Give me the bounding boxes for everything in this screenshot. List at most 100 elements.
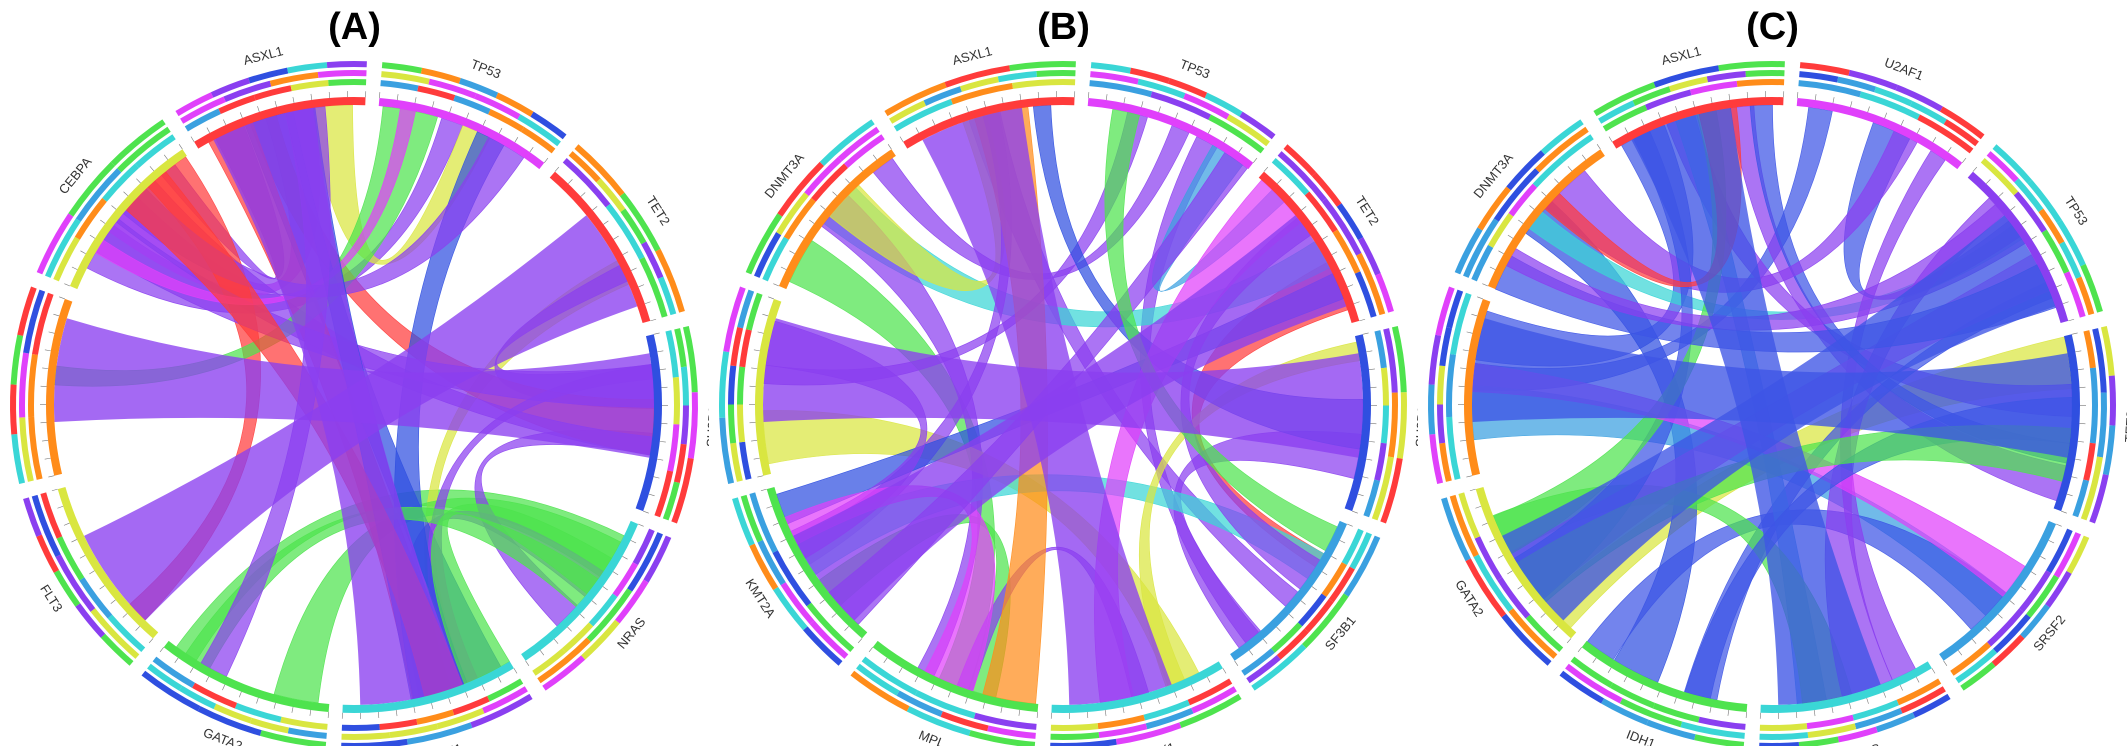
outer-bar bbox=[280, 716, 328, 730]
outer-bar bbox=[1896, 678, 1942, 706]
gene-segment bbox=[2053, 334, 2080, 512]
outer-bar bbox=[234, 702, 282, 723]
segment-tick bbox=[1900, 119, 1904, 126]
segment-tick bbox=[1931, 668, 1936, 674]
outer-bar bbox=[1852, 699, 1899, 721]
outer-bar bbox=[665, 330, 679, 378]
outer-bar bbox=[1980, 157, 2019, 196]
segment-tick bbox=[553, 638, 559, 644]
gene-label: DNMT3A bbox=[1470, 150, 1516, 201]
segment-tick bbox=[1489, 539, 1496, 543]
outer-bar bbox=[495, 92, 534, 117]
outer-bar bbox=[74, 197, 107, 240]
outer-bar bbox=[249, 717, 289, 734]
segment-tick bbox=[1277, 179, 1282, 184]
outer-bar bbox=[1458, 492, 1481, 539]
outer-bar bbox=[10, 384, 18, 435]
segment-tick bbox=[1289, 192, 1295, 197]
outer-bar bbox=[1428, 334, 1442, 385]
segment-tick bbox=[1475, 505, 1482, 509]
segment-tick bbox=[1301, 206, 1307, 211]
outer-bar bbox=[1912, 693, 1951, 718]
outer-bar bbox=[719, 351, 730, 418]
outer-bar bbox=[1349, 532, 1372, 570]
outer-bar bbox=[1991, 634, 2025, 667]
gene-label: TP53 bbox=[1178, 56, 1212, 81]
outer-bar bbox=[1251, 644, 1307, 691]
segment-tick bbox=[1141, 101, 1144, 108]
segment-tick bbox=[206, 127, 210, 134]
outer-bar bbox=[561, 622, 594, 653]
outer-bar bbox=[2108, 375, 2116, 426]
outer-bar bbox=[568, 151, 601, 183]
outer-bar bbox=[1304, 191, 1338, 233]
outer-bar bbox=[1246, 655, 1281, 684]
outer-bar bbox=[612, 562, 638, 598]
outer-bar bbox=[53, 570, 81, 607]
gene-label: MPL bbox=[917, 727, 947, 746]
segment-tick bbox=[1207, 676, 1211, 683]
segment-tick bbox=[42, 367, 49, 369]
outer-bar bbox=[1493, 168, 1540, 222]
outer-bar bbox=[40, 492, 63, 539]
outer-bar bbox=[682, 326, 698, 393]
outer-bar bbox=[745, 292, 763, 331]
gene-segment bbox=[1475, 486, 1577, 639]
outer-bar bbox=[749, 492, 778, 553]
segment-tick bbox=[163, 154, 169, 160]
outer-bar bbox=[923, 86, 962, 106]
segment-tick bbox=[1276, 626, 1281, 632]
segment-tick bbox=[449, 106, 452, 113]
outer-bar bbox=[1357, 237, 1381, 276]
outer-bar bbox=[192, 682, 238, 709]
gene-label: TET2 bbox=[643, 193, 673, 228]
outer-bar bbox=[1167, 78, 1208, 99]
outer-bar bbox=[1593, 82, 1656, 117]
segment-tick bbox=[222, 684, 226, 691]
outer-bar bbox=[772, 550, 812, 607]
segment-tick bbox=[513, 668, 518, 674]
outer-bar bbox=[1837, 726, 1878, 743]
segment-tick bbox=[1813, 710, 1816, 717]
segment-tick bbox=[2056, 284, 2063, 288]
segment-tick bbox=[100, 219, 106, 224]
segment-tick bbox=[1624, 127, 1628, 134]
outer-bar bbox=[671, 457, 694, 524]
outer-bar bbox=[1525, 614, 1564, 653]
outer-bar bbox=[1439, 442, 1452, 482]
outer-bar bbox=[627, 532, 663, 592]
segment-tick bbox=[2068, 318, 2075, 322]
segment-tick bbox=[2062, 301, 2069, 305]
segment-layer: TP53TET2SH2B3NRASNPM1GATA2FLT3DNMT3ACEBP… bbox=[0, 43, 709, 746]
panel-title: (B) bbox=[1037, 6, 1090, 48]
segment-tick bbox=[915, 127, 919, 134]
outer-bar bbox=[906, 706, 971, 736]
segment-tick bbox=[482, 119, 486, 126]
segment-tick bbox=[612, 571, 619, 576]
outer-bar bbox=[2059, 241, 2082, 279]
segment-tick bbox=[1253, 157, 1258, 163]
chord-ribbon bbox=[54, 318, 654, 458]
outer-bar bbox=[248, 67, 289, 84]
outer-bar bbox=[1183, 93, 1230, 120]
segment-tick bbox=[868, 647, 873, 653]
outer-bar bbox=[75, 603, 106, 638]
segment-tick bbox=[2031, 235, 2037, 240]
ribbon-layer bbox=[54, 104, 655, 705]
outer-bar bbox=[1137, 78, 1186, 99]
segment-tick bbox=[59, 296, 65, 300]
segment-tick bbox=[2030, 571, 2037, 576]
segment-tick bbox=[1640, 684, 1644, 691]
outer-bar bbox=[1270, 622, 1303, 653]
outer-bar bbox=[1341, 528, 1364, 566]
segment-tick bbox=[190, 136, 195, 142]
gene-segment bbox=[766, 486, 868, 639]
segment-tick bbox=[1460, 367, 1467, 369]
segment-tick bbox=[1222, 668, 1227, 674]
outer-bar bbox=[632, 528, 655, 566]
outer-bar bbox=[1799, 62, 1850, 76]
segment-tick bbox=[1158, 106, 1161, 113]
gene-segment bbox=[342, 661, 514, 713]
outer-bar bbox=[1387, 392, 1398, 458]
segment-tick bbox=[1352, 510, 1358, 514]
